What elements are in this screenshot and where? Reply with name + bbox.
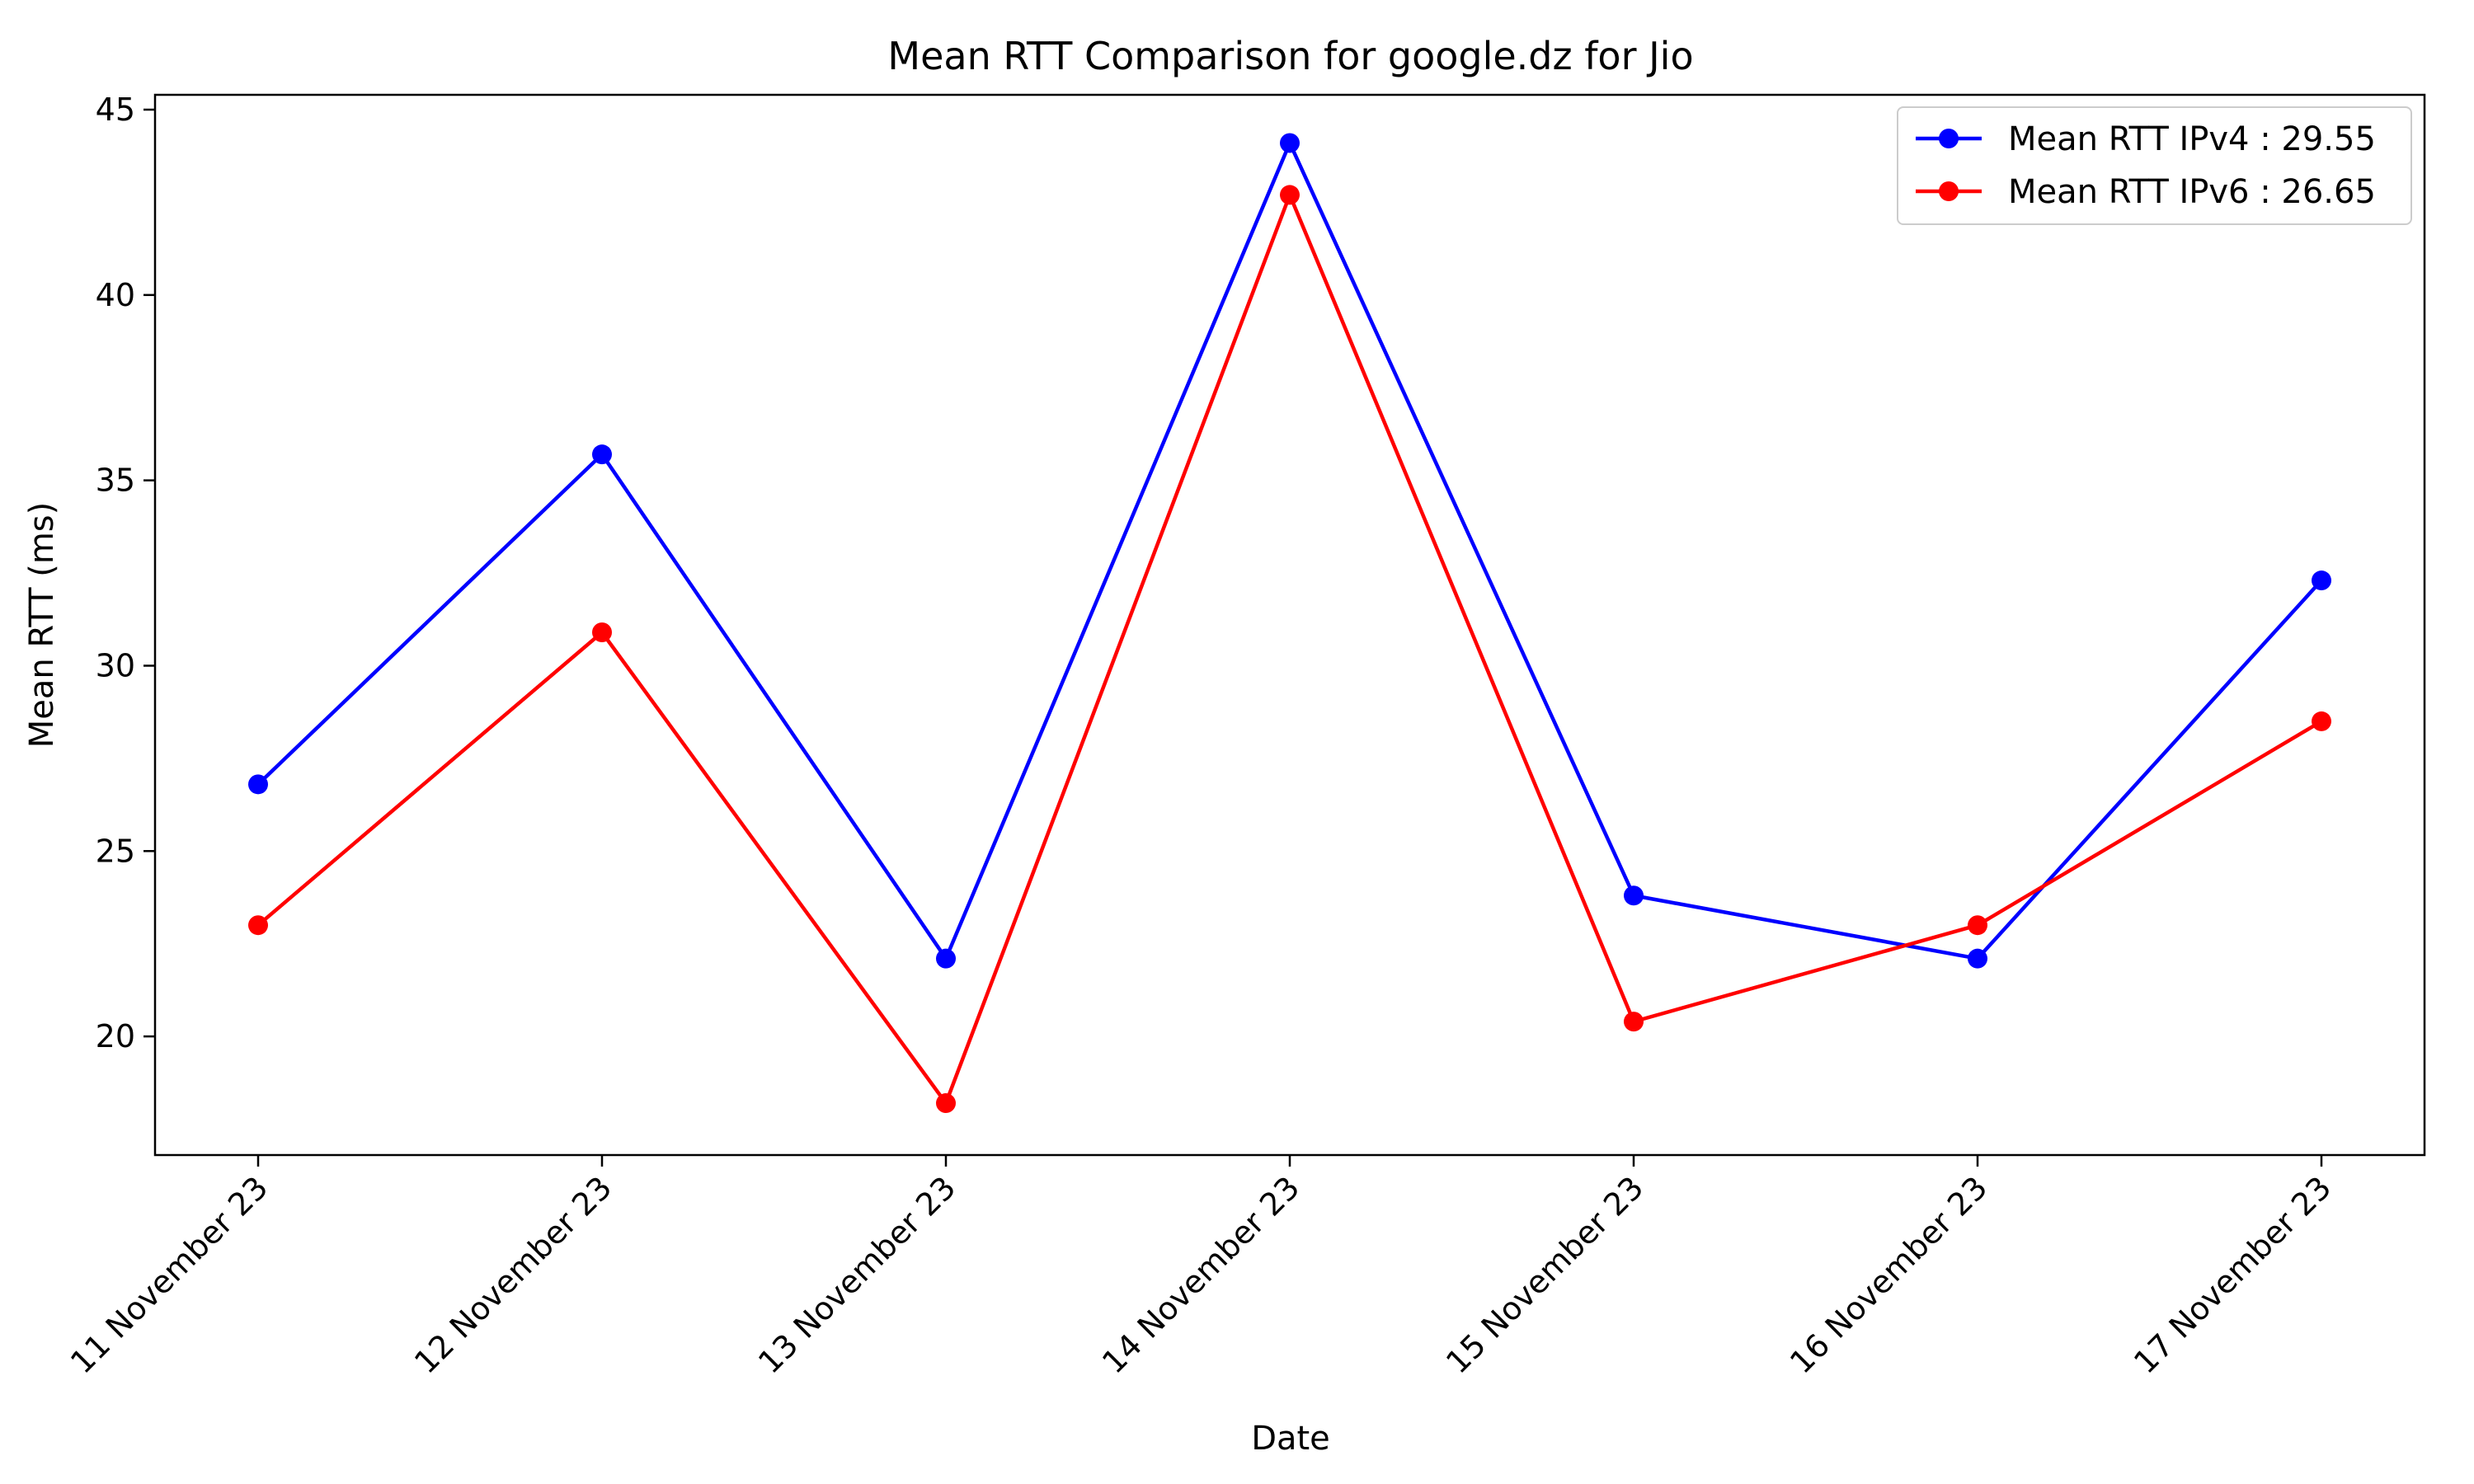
plot-area (248, 133, 2331, 1114)
data-point (2312, 711, 2331, 731)
y-axis: 20 25 30 35 40 45 (96, 92, 155, 1054)
y-tick-label: 25 (96, 833, 135, 869)
series-ipv4 (248, 133, 2331, 969)
y-tick-label: 35 (96, 463, 135, 499)
data-point (936, 1093, 956, 1114)
data-point (1968, 948, 1987, 969)
x-tick-label: 13 November 23 (751, 1169, 962, 1380)
y-tick-label: 20 (96, 1018, 135, 1054)
chart-title: Mean RTT Comparison for google.dz for Ji… (887, 34, 1693, 78)
plot-frame (153, 93, 2426, 1157)
x-tick-label: 17 November 23 (2127, 1169, 2338, 1380)
y-tick-label: 40 (96, 277, 135, 313)
y-tick-label: 45 (96, 92, 135, 128)
x-tick-label: 14 November 23 (1095, 1169, 1306, 1380)
data-point (936, 948, 956, 969)
x-tick-label: 12 November 23 (407, 1169, 618, 1380)
data-point (592, 622, 612, 642)
data-point (1968, 915, 1987, 936)
legend-marker (1939, 181, 1959, 201)
legend-marker (1939, 129, 1959, 148)
data-point (248, 774, 268, 795)
data-point (2312, 571, 2331, 591)
x-tick-label: 11 November 23 (63, 1169, 275, 1380)
x-axis: 11 November 23 12 November 23 13 November … (63, 1155, 2338, 1381)
y-axis-label: Mean RTT (ms) (23, 502, 61, 748)
legend-box (1897, 106, 2412, 225)
series-line (256, 141, 2323, 960)
x-tick-label: 15 November 23 (1439, 1169, 1650, 1380)
data-point (592, 444, 612, 465)
legend-label: Mean RTT IPv6 : 26.65 (2008, 173, 2376, 211)
data-point (1624, 1012, 1644, 1032)
data-point (1280, 185, 1300, 205)
legend-label: Mean RTT IPv4 : 29.55 (2008, 120, 2376, 158)
series-ipv6 (248, 185, 2331, 1114)
legend: Mean RTT IPv4 : 29.55 Mean RTT IPv6 : 26.… (1897, 106, 2412, 225)
series-line (256, 193, 2323, 1106)
x-axis-label: Date (1251, 1420, 1330, 1458)
data-point (1624, 885, 1644, 906)
x-tick-label: 16 November 23 (1783, 1169, 1994, 1380)
data-point (1280, 133, 1300, 153)
data-point (248, 915, 268, 936)
y-tick-label: 30 (96, 647, 135, 683)
